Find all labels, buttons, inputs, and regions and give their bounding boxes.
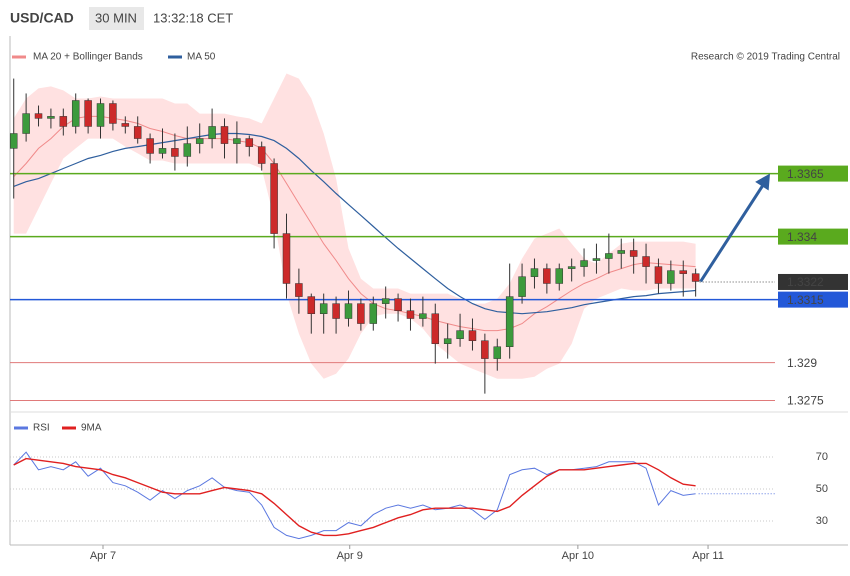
candle-body	[208, 126, 216, 139]
candle-body	[34, 113, 43, 119]
candle-body	[245, 138, 254, 147]
candle-body	[468, 330, 477, 341]
candle-body	[505, 296, 514, 348]
clock: 13:32:18 CET	[153, 10, 233, 25]
candle-body	[146, 138, 154, 154]
candle-body	[96, 103, 105, 127]
candle-body	[456, 330, 464, 339]
x-tick-label: Apr 7	[90, 550, 116, 562]
candle-body	[47, 116, 55, 119]
y-tick-label: 70	[816, 451, 828, 463]
candle-body	[121, 123, 130, 127]
candle-body	[617, 250, 626, 254]
timeframe-box	[89, 7, 144, 30]
candle-body	[667, 270, 675, 284]
candle-body	[419, 313, 427, 319]
candle-body	[481, 340, 489, 359]
legend-label: 9MA	[81, 423, 102, 434]
x-tick-label: Apr 9	[337, 550, 363, 562]
projection-arrow	[699, 182, 766, 283]
candle-body	[295, 283, 303, 297]
last-price-box	[778, 273, 848, 290]
level-label: 1.329	[787, 356, 817, 370]
candle-body	[679, 270, 687, 274]
level-label-box	[778, 228, 848, 245]
candle-body	[195, 138, 204, 144]
level-label-box	[778, 165, 848, 182]
candle-body	[332, 303, 340, 319]
candle-body	[543, 268, 551, 284]
candle-body	[270, 163, 278, 234]
candle-body	[84, 100, 92, 127]
legend-label: MA 50	[187, 52, 216, 63]
candle-body	[381, 298, 390, 304]
candle-body	[518, 276, 526, 297]
credit: Research © 2019 Trading Central	[691, 52, 840, 63]
y-tick-label: 30	[816, 515, 828, 527]
candle-body	[605, 253, 613, 259]
legend-label: MA 20 + Bollinger Bands	[33, 52, 143, 63]
x-tick-label: Apr 10	[562, 550, 594, 562]
indicator-line	[13, 457, 696, 537]
candle-body	[567, 266, 576, 269]
candle-body	[282, 233, 291, 284]
candle-body	[369, 303, 378, 324]
candle-body	[220, 126, 229, 144]
ma-line	[13, 132, 696, 315]
projection-arrowhead	[755, 173, 770, 191]
ma-line	[13, 115, 696, 332]
candle-body	[59, 116, 68, 127]
candle-body	[171, 148, 179, 157]
candle-body	[394, 298, 402, 311]
candle-body	[22, 113, 30, 134]
candle-body	[592, 258, 601, 261]
level-label: 1.3275	[787, 394, 824, 408]
last-price-label: 1.3322	[787, 275, 824, 289]
candle-body	[158, 148, 167, 154]
level-label: 1.3315	[787, 293, 824, 307]
candle-body	[580, 260, 588, 267]
level-label-box	[778, 291, 848, 308]
candle-body	[9, 133, 18, 149]
x-tick-label: Apr 11	[692, 550, 724, 562]
candle-body	[357, 303, 365, 324]
candle-body	[642, 256, 650, 267]
level-label: 1.3365	[787, 167, 824, 181]
candle-body	[654, 266, 663, 284]
candle-body	[431, 313, 440, 344]
candle-body	[133, 126, 142, 139]
candle-body	[183, 143, 192, 157]
candle-body	[493, 346, 502, 359]
candle-body	[257, 146, 266, 164]
candle-body	[109, 103, 117, 124]
timeframe: 30 MIN	[95, 10, 137, 25]
candle-body	[443, 338, 452, 344]
candle-body	[629, 250, 638, 257]
candle-body	[555, 268, 564, 284]
candle-body	[691, 273, 700, 282]
candle-body	[530, 268, 539, 277]
candle-body	[406, 310, 415, 319]
chart-title: USD/CAD	[10, 10, 74, 26]
candle-body	[233, 138, 241, 144]
candle-body	[344, 303, 353, 319]
y-tick-label: 50	[816, 483, 828, 495]
level-label: 1.334	[787, 230, 817, 244]
candle-body	[307, 296, 316, 314]
candle-body	[319, 303, 328, 314]
candle-body	[71, 100, 80, 127]
indicator-line	[13, 451, 696, 540]
legend-label: RSI	[33, 423, 50, 434]
